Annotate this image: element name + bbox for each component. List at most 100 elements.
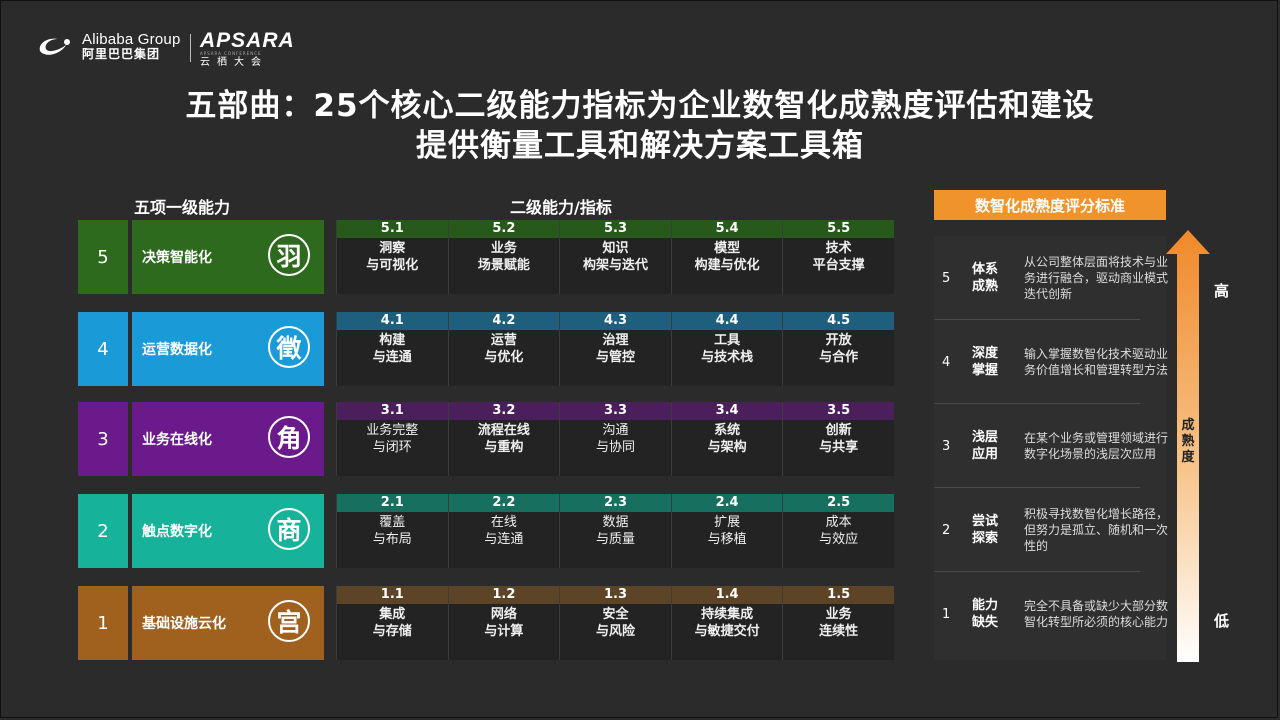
indicator-cell: 2.1 覆盖 与布局: [336, 494, 448, 568]
indicator-code: 5.2: [492, 221, 516, 236]
indicator-code: 2.5: [827, 495, 851, 510]
level-name: 业务在线化: [142, 432, 212, 448]
scoring-level-name-line2: 成熟: [972, 279, 999, 294]
maturity-axis-label: 成熟度: [1181, 418, 1195, 465]
indicator-label-line1: 洞察: [379, 241, 406, 256]
indicator-cell: 4.2 运营 与优化: [447, 312, 560, 386]
scoring-level-name: 能力 缺失: [972, 572, 1008, 656]
indicator-label-line2: 与技术栈: [701, 350, 754, 365]
indicator-cell: 4.3 治理 与管控: [559, 312, 671, 386]
indicator-cell: 2.4 扩展 与移植: [670, 494, 783, 568]
indicator-label-line2: 与合作: [819, 350, 859, 365]
indicator-label-line1: 流程在线: [477, 423, 530, 438]
indicator-code: 3.5: [827, 403, 851, 418]
indicator-label-line2: 与效应: [819, 532, 859, 547]
indicator-code: 2.3: [603, 495, 627, 510]
column-header-secondary: 二级能力/指标: [510, 198, 612, 217]
scoring-row: 5 体系 成熟 从公司整体层面将技术与业务进行融合，驱动商业模式迭代创新: [934, 236, 1168, 320]
scoring-level-name-line2: 掌握: [972, 363, 999, 378]
indicator-label-line1: 治理: [602, 333, 629, 348]
level-name: 基础设施云化: [142, 616, 226, 632]
indicator-cell: 3.5 创新 与共享: [782, 402, 894, 476]
indicator-label-line2: 与连通: [484, 532, 524, 547]
indicator-label-line1: 业务: [490, 241, 517, 256]
scoring-row: 4 深度 掌握 输入掌握数智化技术驱动业务价值增长和管理转型方法: [934, 320, 1168, 404]
indicator-code: 1.4: [715, 587, 739, 602]
indicator-grid: 5.1 洞察 与可视化 5.2 业务 场景赋能 5.3 知识 构架与迭代 5.4 模型 构建与优化 5.…: [336, 220, 894, 294]
indicator-label-line1: 持续集成: [701, 607, 754, 622]
apsara-name-en: APSARA: [200, 29, 295, 52]
indicator-cell: 5.3 知识构架与迭代: [559, 220, 671, 294]
alibaba-logo: Alibaba Group 阿里巴巴集团: [36, 32, 181, 60]
indicator-code: 4.1: [380, 313, 404, 328]
scoring-level-number: 5: [942, 270, 951, 286]
indicator-code: 4.5: [827, 313, 851, 328]
indicator-label-line2: 与存储: [372, 624, 412, 639]
indicator-label-line2: 与计算: [484, 624, 524, 639]
indicator-label-line1: 模型: [714, 241, 741, 256]
indicator-label-line2: 与协同: [595, 440, 635, 455]
indicator-label-line2: 场景赋能: [477, 258, 530, 273]
indicator-cell: 1.2 网络 与计算: [447, 586, 560, 660]
level-name-box: 决策智能化 羽: [132, 220, 324, 294]
page-title-line2: 提供衡量工具和解决方案工具箱: [416, 128, 864, 164]
indicator-cell: 3.2 流程在线 与重构: [447, 402, 560, 476]
scoring-level-description: 从公司整体层面将技术与业务进行融合，驱动商业模式迭代创新: [1024, 255, 1169, 301]
column-header-primary: 五项一级能力: [134, 198, 231, 217]
apsara-logo: APSARA APSARA CONFERENCE 云栖大会: [200, 30, 295, 68]
indicator-label-line1: 知识: [602, 241, 629, 256]
maturity-arrow-icon: [1166, 230, 1210, 662]
scoring-level-description: 积极寻找数智化增长路径，但努力是孤立、随机和一次性的: [1024, 507, 1169, 553]
indicator-label-line1: 网络: [490, 607, 517, 622]
indicator-label-line2: 与管控: [595, 350, 635, 365]
indicator-label-line1: 沟通: [602, 423, 629, 438]
indicator-label-line2: 构建与优化: [694, 258, 760, 273]
level-name-box: 业务在线化 角: [132, 402, 324, 476]
indicator-code: 5.3: [603, 221, 627, 236]
indicator-label-line2: 与可视化: [366, 258, 419, 273]
scoring-level-name-line2: 缺失: [972, 615, 999, 630]
indicator-label-line1: 工具: [714, 333, 741, 348]
scoring-level-description: 完全不具备或缺少大部分数智化转型所必须的核心能力: [1024, 599, 1169, 629]
scoring-level-number: 4: [942, 354, 951, 370]
indicator-label-line1: 覆盖: [379, 515, 406, 530]
level-emblem-icon: 角: [268, 416, 310, 458]
indicator-label-line2: 平台支撑: [812, 258, 865, 273]
level-emblem-icon: 羽: [268, 234, 310, 276]
indicator-cell: 1.3 安全 与风险: [559, 586, 671, 660]
indicator-label-line1: 系统: [714, 423, 741, 438]
level-name: 决策智能化: [142, 250, 212, 266]
apsara-subtitle: APSARA CONFERENCE: [200, 51, 262, 56]
scoring-level-name: 深度 掌握: [972, 320, 1008, 404]
indicator-code: 3.1: [380, 403, 404, 418]
indicator-grid: 3.1 业务完整 与闭环 3.2 流程在线 与重构 3.3 沟通 与协同 3.4 系统 与架构 3.5 创…: [336, 402, 894, 476]
scoring-level-name-line1: 尝试: [972, 514, 999, 529]
scoring-level-name-line1: 能力: [972, 598, 999, 613]
indicator-label-line1: 技术: [825, 241, 852, 256]
indicator-code: 3.2: [492, 403, 516, 418]
scoring-level-description: 输入掌握数智化技术驱动业务价值增长和管理转型方法: [1024, 347, 1169, 377]
indicator-code: 5.4: [715, 221, 739, 236]
indicator-label-line2: 与共享: [819, 440, 859, 455]
indicator-code: 1.5: [827, 587, 851, 602]
indicator-label-line1: 扩展: [714, 515, 741, 530]
indicator-code: 1.1: [380, 587, 404, 602]
scoring-level-number: 3: [942, 438, 951, 454]
indicator-cell: 5.4 模型构建与优化: [670, 220, 783, 294]
level-name-box: 运营数据化 徵: [132, 312, 324, 386]
level-name: 运营数据化: [142, 342, 212, 358]
scoring-title: 数智化成熟度评分标准: [934, 190, 1166, 220]
indicator-label-line2: 与连通: [372, 350, 412, 365]
indicator-grid: 1.1 集成 与存储 1.2 网络 与计算 1.3 安全 与风险 1.4 持续集成 与敏捷交付 1.5 业…: [336, 586, 894, 660]
indicator-cell: 1.4 持续集成与敏捷交付: [670, 586, 783, 660]
level-number: 3: [78, 402, 128, 476]
indicator-label-line1: 安全: [602, 607, 629, 622]
indicator-code: 1.3: [603, 587, 627, 602]
indicator-label-line2: 构架与迭代: [582, 258, 648, 273]
level-emblem-icon: 商: [268, 508, 310, 550]
indicator-cell: 3.1 业务完整 与闭环: [336, 402, 448, 476]
indicator-cell: 2.3 数据 与质量: [559, 494, 671, 568]
indicator-label-line2: 与优化: [484, 350, 524, 365]
indicator-label-line2: 与敏捷交付: [694, 624, 760, 639]
indicator-cell: 1.5 业务 连续性: [782, 586, 894, 660]
